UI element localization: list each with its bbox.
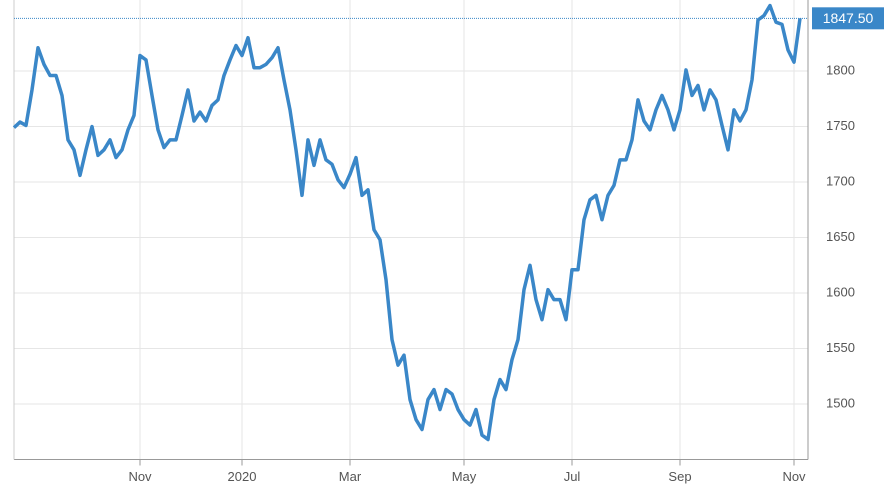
last-price-box	[812, 7, 884, 30]
x-tick-label: Nov	[782, 469, 806, 484]
x-tick-label: Nov	[128, 469, 152, 484]
last-price-label: 1847.50	[823, 10, 874, 26]
y-tick-label: 1500	[826, 395, 855, 410]
y-tick-label: 1650	[826, 229, 855, 244]
price-line	[12, 3, 802, 442]
y-tick-label: 1600	[826, 284, 855, 299]
x-tick-label: Mar	[339, 469, 362, 484]
y-tick-label: 1750	[826, 118, 855, 133]
y-tick-label: 1550	[826, 340, 855, 355]
x-tick-label: 2020	[228, 469, 257, 484]
x-tick-label: May	[452, 469, 477, 484]
y-tick-label: 1800	[826, 62, 855, 77]
x-tick-label: Jul	[564, 469, 581, 484]
y-tick-label: 1700	[826, 173, 855, 188]
x-tick-label: Sep	[668, 469, 691, 484]
